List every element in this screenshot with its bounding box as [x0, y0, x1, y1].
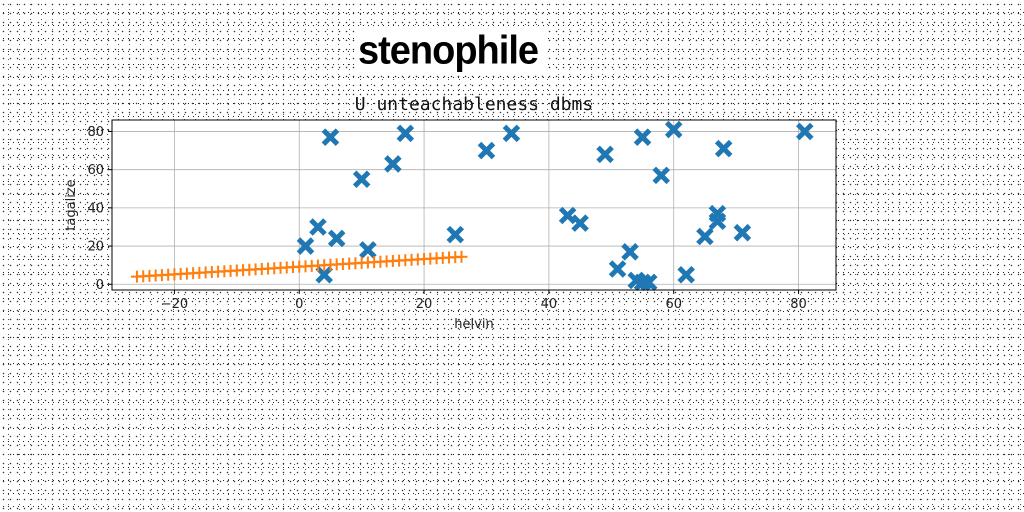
- y-tick-label: 20: [87, 240, 104, 255]
- data-point: [621, 243, 639, 261]
- x-tick-label: −20: [161, 297, 188, 312]
- data-point: [708, 212, 727, 231]
- series-1: [130, 250, 468, 283]
- data-point: [596, 145, 614, 164]
- data-point: [677, 265, 695, 284]
- data-series: [130, 120, 814, 292]
- data-point: [455, 250, 468, 263]
- data-point: [315, 265, 333, 284]
- x-axis-label: helvin: [454, 317, 493, 332]
- plot-frame: [111, 119, 837, 291]
- series-0: [296, 120, 814, 292]
- data-point: [477, 141, 496, 160]
- data-point: [696, 227, 714, 246]
- data-point: [714, 139, 733, 158]
- y-tick-label: 60: [87, 163, 104, 178]
- y-tick-label: 40: [87, 201, 104, 216]
- x-tick-label: 40: [541, 297, 558, 312]
- data-point: [664, 120, 683, 139]
- data-point: [359, 241, 377, 259]
- data-point: [446, 225, 465, 244]
- x-tick-label: 0: [295, 297, 303, 312]
- plot-area: [112, 120, 836, 290]
- data-point: [321, 128, 340, 146]
- data-point: [558, 206, 577, 225]
- data-point: [309, 218, 327, 236]
- x-tick-label: 20: [416, 297, 433, 312]
- data-point: [571, 214, 589, 232]
- grid: [112, 120, 836, 290]
- data-point: [796, 122, 814, 141]
- x-tick-label: 60: [665, 297, 682, 312]
- data-point: [396, 124, 415, 143]
- data-point: [652, 166, 671, 185]
- y-tick-label: 0: [96, 278, 104, 293]
- data-point: [327, 229, 346, 248]
- x-tick-label: 80: [790, 297, 807, 312]
- page-title: stenophile: [358, 26, 548, 76]
- data-point: [733, 223, 752, 242]
- data-point: [352, 170, 371, 188]
- data-point: [608, 260, 627, 278]
- x-axis-ticks: −20 0 20 40 60 80: [161, 290, 807, 312]
- y-axis-label: tagalize: [64, 179, 79, 230]
- data-point: [639, 273, 658, 292]
- y-axis-ticks: 0 20 40 60 80: [87, 125, 112, 293]
- data-point: [502, 124, 521, 143]
- chart-title: U unteachableness dbms: [355, 94, 593, 115]
- data-point: [633, 128, 652, 146]
- y-tick-label: 80: [87, 125, 104, 140]
- data-point: [384, 155, 402, 173]
- data-point: [296, 237, 315, 255]
